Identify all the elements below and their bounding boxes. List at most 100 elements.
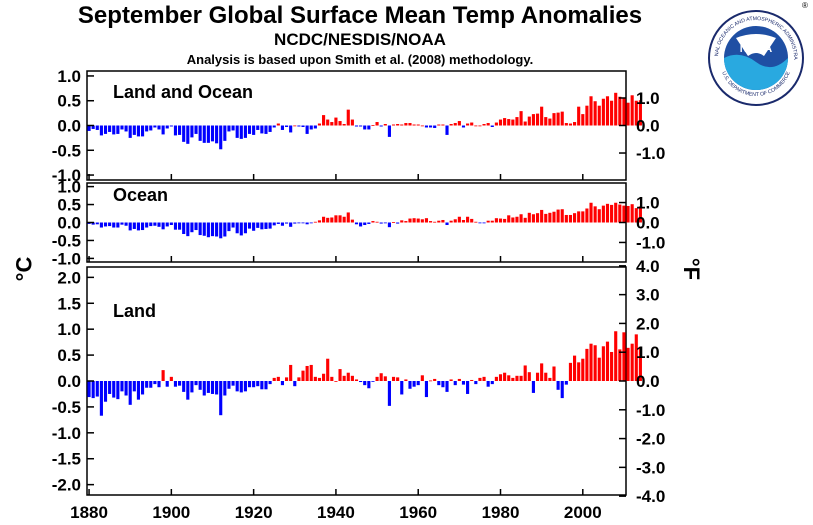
bar	[573, 355, 577, 381]
bar	[223, 125, 227, 141]
bar	[289, 125, 293, 133]
bar	[313, 376, 317, 381]
bar	[132, 125, 136, 135]
x-tick-label: 1900	[152, 503, 190, 522]
y-tick-label: 1.0	[57, 178, 81, 197]
bar	[186, 125, 190, 144]
bar	[194, 381, 198, 386]
bar	[293, 125, 297, 127]
bar	[202, 222, 206, 236]
bar	[157, 222, 161, 227]
bar	[256, 125, 260, 130]
bar	[630, 343, 634, 381]
bar	[416, 218, 420, 223]
panel-label: Land and Ocean	[113, 82, 253, 102]
bar	[182, 125, 186, 142]
bar	[556, 209, 560, 223]
bar	[437, 124, 441, 126]
bar	[614, 331, 618, 381]
bar	[437, 220, 441, 223]
bar	[297, 222, 301, 224]
bar	[375, 122, 379, 126]
bar	[379, 373, 383, 381]
bar	[391, 376, 396, 381]
bar	[470, 379, 474, 381]
bar	[494, 218, 498, 223]
bar	[276, 376, 280, 381]
bar	[169, 222, 173, 226]
right-tick-label: 0.0	[636, 372, 660, 391]
bar	[396, 222, 400, 224]
right-tick-label: -3.0	[636, 458, 665, 477]
bar	[441, 124, 445, 126]
y-tick-label: 0.0	[57, 214, 81, 233]
bar	[350, 219, 354, 223]
bar	[367, 125, 371, 130]
bar	[330, 122, 334, 126]
bar	[540, 106, 544, 126]
bar	[593, 206, 597, 223]
bar	[305, 365, 309, 381]
bar	[210, 381, 215, 394]
bar	[396, 124, 400, 126]
y-tick-label: -1.5	[52, 450, 81, 469]
bar	[396, 377, 400, 381]
bar	[515, 375, 519, 381]
y-tick-label: 0.5	[57, 92, 81, 111]
bar	[326, 217, 330, 223]
bar	[108, 222, 112, 227]
bar	[638, 100, 642, 126]
bar	[511, 377, 515, 381]
bar	[173, 222, 178, 230]
bar	[470, 122, 474, 126]
bar	[490, 220, 494, 223]
bar	[548, 118, 552, 126]
bar	[408, 381, 412, 389]
bar	[474, 221, 478, 223]
bar	[342, 216, 346, 223]
bar	[350, 375, 354, 381]
bar	[326, 358, 330, 381]
bar	[507, 215, 511, 223]
bar	[128, 125, 132, 138]
bar	[552, 211, 556, 223]
bar	[556, 112, 560, 126]
bar	[416, 381, 420, 386]
bar	[597, 357, 601, 381]
bar	[305, 222, 309, 225]
bar	[618, 204, 622, 223]
bar	[507, 119, 511, 126]
bar	[544, 213, 548, 223]
bar	[342, 375, 346, 381]
bar	[610, 204, 614, 223]
bar	[601, 205, 605, 223]
bar	[95, 222, 99, 225]
bar	[326, 119, 330, 126]
bar	[564, 123, 568, 126]
bar	[219, 381, 223, 416]
bar	[301, 222, 305, 224]
bar	[243, 222, 247, 234]
bar	[87, 381, 91, 398]
bar	[618, 349, 622, 381]
bar	[503, 118, 507, 126]
bar	[280, 222, 285, 226]
bar	[359, 222, 363, 227]
bar	[132, 222, 136, 229]
bar	[338, 121, 342, 126]
bar	[568, 123, 573, 126]
bar	[400, 124, 404, 126]
bar	[268, 125, 272, 132]
bar	[568, 214, 573, 223]
bar	[235, 125, 239, 138]
bar	[198, 222, 202, 236]
y-tick-label: -1.0	[52, 166, 81, 185]
x-tick-label: 2000	[564, 503, 602, 522]
bar	[404, 123, 408, 126]
bar	[630, 204, 634, 223]
bar	[441, 219, 445, 223]
bar	[354, 379, 359, 381]
bar	[597, 105, 601, 126]
bar	[227, 381, 231, 389]
bar	[564, 381, 568, 385]
